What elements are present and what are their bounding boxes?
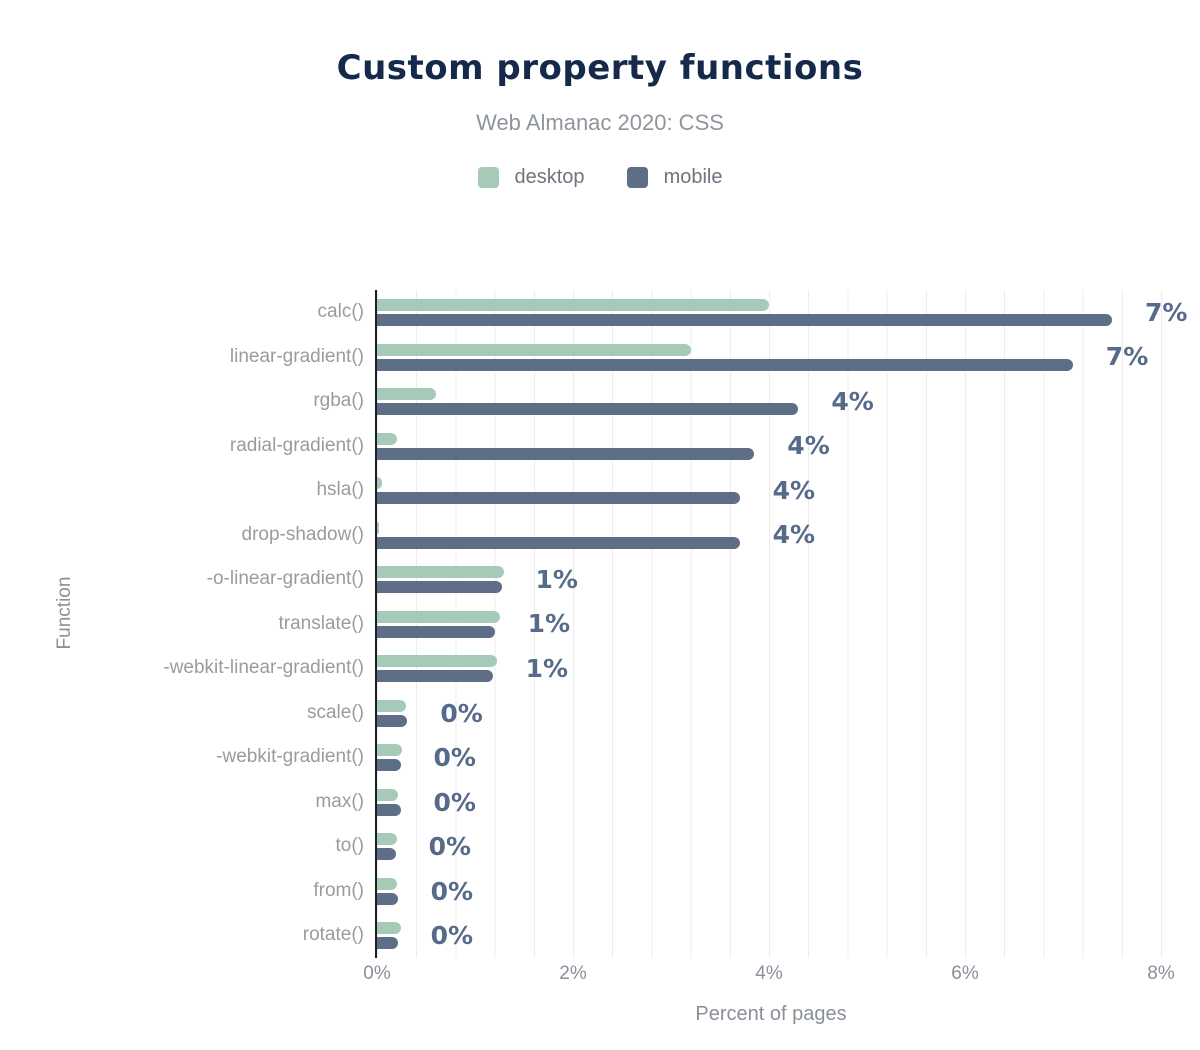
value-label: 1% xyxy=(527,609,571,639)
category-label: -o-linear-gradient() xyxy=(206,568,364,590)
bar-row: 7% xyxy=(377,335,1166,380)
value-label: 1% xyxy=(535,564,578,594)
chart-title: Custom property functions xyxy=(336,48,864,88)
desktop-bar[interactable] xyxy=(377,343,691,356)
bar-row: 1% xyxy=(377,602,1166,647)
mobile-swatch-icon xyxy=(626,167,648,188)
category-label: scale() xyxy=(306,701,364,723)
mobile-bar[interactable] xyxy=(377,403,799,416)
desktop-bar[interactable] xyxy=(377,744,402,757)
desktop-bar[interactable] xyxy=(377,521,379,534)
value-label: 4% xyxy=(772,475,816,505)
desktop-swatch-icon xyxy=(477,167,499,188)
plot-area: 7% 7% 4% 4% 4% 4% 1% 1% 1% 0% 0% 0% 0% 0% 0% xyxy=(375,290,1187,958)
x-tick-label: 4% xyxy=(755,963,783,984)
bar-row: 7% xyxy=(377,290,1187,335)
category-label: radial-gradient() xyxy=(229,434,364,456)
legend-item-desktop: desktop xyxy=(477,166,585,189)
value-label: 0% xyxy=(433,787,476,817)
bar-row: 0% xyxy=(377,735,1166,780)
value-label: 1% xyxy=(525,654,569,684)
category-label: to() xyxy=(335,835,365,857)
mobile-bar[interactable] xyxy=(377,625,495,638)
bar-row: 4% xyxy=(377,379,1166,424)
value-label: 0% xyxy=(440,698,483,728)
category-label: from() xyxy=(313,879,364,901)
desktop-bar[interactable] xyxy=(377,388,436,401)
desktop-bar[interactable] xyxy=(377,788,398,801)
chart-subtitle: Web Almanac 2020: CSS xyxy=(476,110,724,135)
bar-row: 4% xyxy=(377,513,1166,558)
category-label: rgba() xyxy=(313,390,364,412)
x-tick-label: 0% xyxy=(363,963,391,984)
category-label: -webkit-linear-gradient() xyxy=(163,657,364,679)
mobile-bar[interactable] xyxy=(377,714,408,727)
desktop-bar[interactable] xyxy=(377,922,401,935)
mobile-bar[interactable] xyxy=(377,670,493,683)
x-tick-label: 6% xyxy=(951,963,979,984)
legend-label-mobile: mobile xyxy=(663,166,723,188)
value-label: 4% xyxy=(787,431,830,461)
x-axis-title: Percent of pages xyxy=(695,1003,847,1025)
mobile-bar[interactable] xyxy=(377,803,401,816)
bar-row: 4% xyxy=(377,424,1166,469)
mobile-bar[interactable] xyxy=(377,892,398,905)
bar-row: 0% xyxy=(377,869,1166,914)
desktop-bar[interactable] xyxy=(377,655,497,668)
category-label: rotate() xyxy=(302,924,364,946)
desktop-bar[interactable] xyxy=(377,833,397,846)
category-label: hsla() xyxy=(316,479,364,501)
bar-row: 4% xyxy=(377,468,1166,513)
value-label: 7% xyxy=(1145,297,1188,327)
bar-row: 1% xyxy=(377,646,1166,691)
mobile-bar[interactable] xyxy=(377,536,740,549)
chart-legend: desktop mobile xyxy=(0,166,1200,189)
desktop-bar[interactable] xyxy=(377,299,769,311)
value-label: 4% xyxy=(772,520,816,550)
desktop-bar[interactable] xyxy=(377,610,501,623)
mobile-bar[interactable] xyxy=(377,358,1073,371)
category-label: drop-shadow() xyxy=(241,523,365,545)
value-label: 7% xyxy=(1105,342,1149,372)
category-label: max() xyxy=(315,790,364,812)
desktop-bar[interactable] xyxy=(377,699,407,712)
desktop-bar[interactable] xyxy=(377,566,505,579)
value-label: 0% xyxy=(430,921,474,951)
value-label: 4% xyxy=(831,386,874,416)
category-label: -webkit-gradient() xyxy=(216,746,364,768)
bar-row: 0% xyxy=(377,691,1166,736)
bar-row: 0% xyxy=(377,824,1166,869)
category-label: translate() xyxy=(278,612,364,634)
legend-item-mobile: mobile xyxy=(626,166,723,189)
value-label: 0% xyxy=(433,743,476,773)
x-tick-label: 8% xyxy=(1147,963,1175,984)
mobile-bar[interactable] xyxy=(377,759,401,772)
mobile-bar[interactable] xyxy=(377,492,740,505)
category-label: linear-gradient() xyxy=(229,345,364,367)
mobile-bar[interactable] xyxy=(377,314,1112,326)
category-label: calc() xyxy=(317,301,364,322)
desktop-bar[interactable] xyxy=(377,432,397,445)
legend-label-desktop: desktop xyxy=(514,166,585,188)
desktop-bar[interactable] xyxy=(377,877,397,890)
bar-row: 0% xyxy=(377,913,1166,958)
bar-row: 1% xyxy=(377,557,1166,602)
value-label: 0% xyxy=(430,876,474,906)
bar-row: 0% xyxy=(377,780,1166,825)
mobile-bar[interactable] xyxy=(377,581,503,594)
x-tick-label: 2% xyxy=(559,963,587,984)
mobile-bar[interactable] xyxy=(377,848,396,861)
desktop-bar[interactable] xyxy=(377,477,382,490)
value-label: 0% xyxy=(428,832,472,862)
mobile-bar[interactable] xyxy=(377,447,755,460)
mobile-bar[interactable] xyxy=(377,937,398,950)
